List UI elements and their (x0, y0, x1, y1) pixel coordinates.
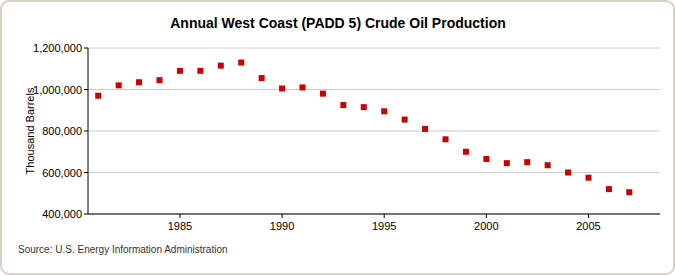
point (259, 75, 265, 81)
x-tick (486, 214, 487, 218)
grid-line (88, 48, 660, 49)
point (381, 108, 387, 114)
point (402, 117, 408, 123)
background (1, 1, 674, 274)
point (524, 159, 530, 165)
point (565, 170, 571, 176)
y-tick-label: 600,000 (42, 167, 82, 179)
y-tick (84, 131, 88, 132)
x-tick (282, 214, 283, 218)
source: Source: U.S. Energy Information Administ… (18, 244, 228, 255)
chart: 400,000 600,000 800,000 1,000,000 1,200,000 1… (0, 0, 675, 275)
x-tick-label: 2005 (576, 220, 600, 232)
point (463, 149, 469, 155)
point (361, 104, 367, 110)
point (545, 162, 551, 168)
x-tick (179, 214, 180, 218)
y-tick-label: 800,000 (42, 125, 82, 137)
point (116, 82, 122, 88)
grid-line (88, 214, 660, 215)
point (95, 93, 101, 99)
y-tick-label: 400,000 (42, 208, 82, 220)
y-axis-label: Thousand Barrels (24, 87, 36, 174)
point (320, 91, 326, 97)
grid-line (88, 89, 660, 90)
y-axis (88, 48, 89, 214)
point (197, 68, 203, 74)
point (504, 160, 510, 166)
point (136, 79, 142, 85)
point (606, 186, 612, 192)
point (626, 189, 632, 195)
x-tick-label: 1995 (372, 220, 396, 232)
point (340, 102, 346, 108)
y-tick (84, 48, 88, 49)
y-tick (84, 172, 88, 173)
x-tick-label: 1985 (168, 220, 192, 232)
point (279, 85, 285, 91)
point (586, 175, 592, 181)
x-tick-label: 1990 (270, 220, 294, 232)
y-tick-label: 1,200,000 (33, 42, 82, 54)
point (218, 63, 224, 69)
point (300, 84, 306, 90)
point (157, 77, 163, 83)
title: Annual West Coast (PADD 5) Crude Oil Pro… (170, 15, 506, 31)
x-tick-label: 2000 (474, 220, 498, 232)
grid-line (88, 172, 660, 173)
x-axis (88, 214, 660, 215)
x-tick (588, 214, 589, 218)
point (483, 156, 489, 162)
y-tick (84, 214, 88, 215)
y-tick (84, 89, 88, 90)
x-tick (384, 214, 385, 218)
grid-line (88, 131, 660, 132)
points (95, 60, 632, 196)
point (443, 136, 449, 142)
point (177, 68, 183, 74)
point (238, 60, 244, 66)
y-tick-label: 1,000,000 (33, 84, 82, 96)
point (422, 126, 428, 132)
